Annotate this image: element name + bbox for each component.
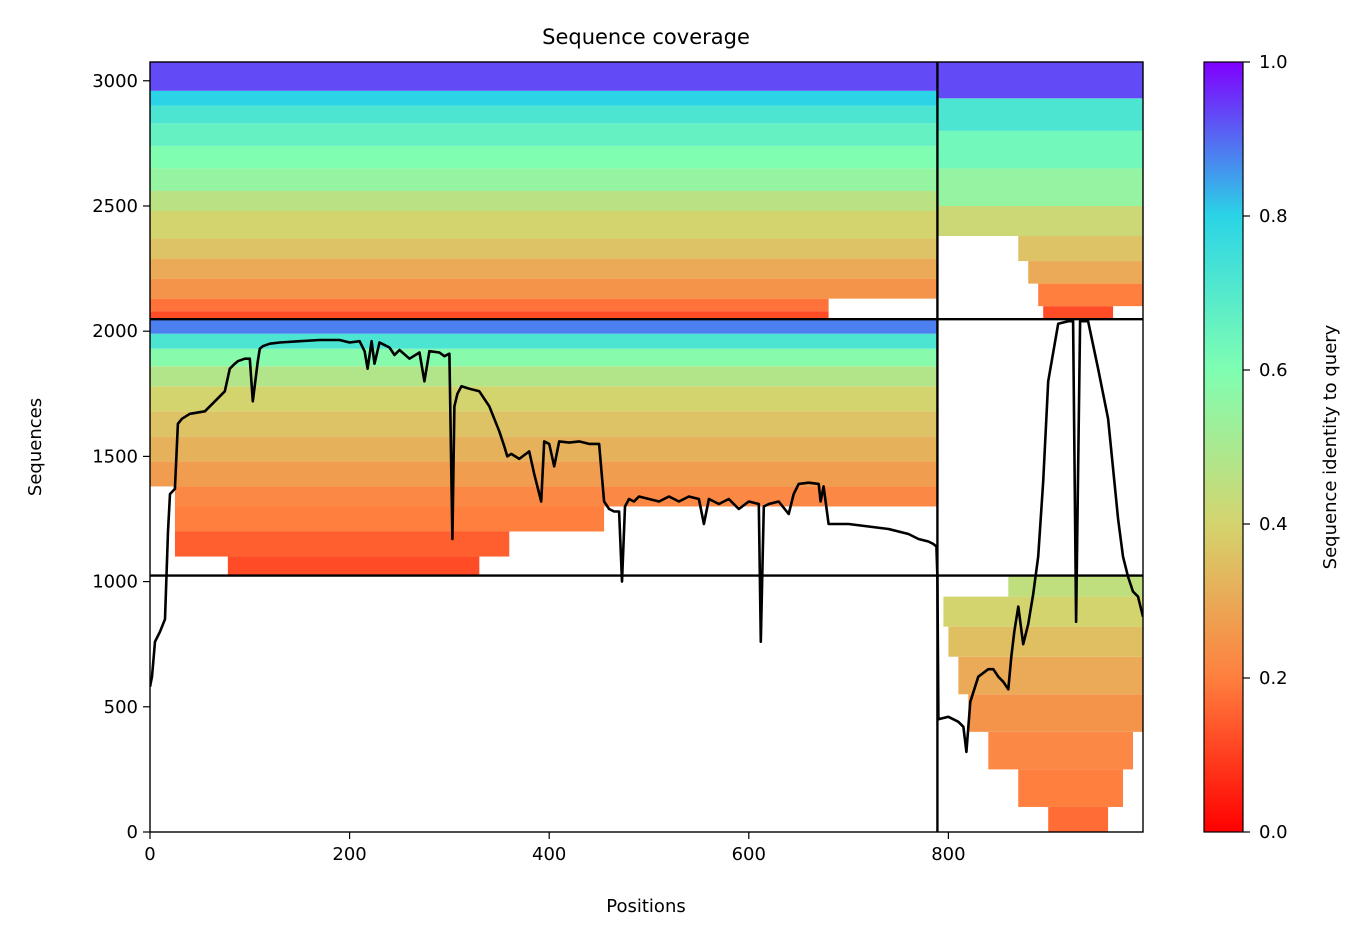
identity-band xyxy=(150,366,938,387)
x-tick-label: 600 xyxy=(732,844,766,865)
identity-heatmap xyxy=(150,62,1143,832)
y-tick-label: 0 xyxy=(127,822,138,843)
y-tick-label: 1500 xyxy=(92,446,138,467)
colorbar-tick-label: 1.0 xyxy=(1259,52,1288,73)
identity-band xyxy=(937,62,1143,99)
plot-frame xyxy=(149,61,1144,833)
identity-band xyxy=(150,333,938,349)
identity-band xyxy=(150,386,938,412)
identity-band xyxy=(227,556,480,576)
colorbar-ticks: 0.0 0.2 0.4 0.6 0.8 1.0 xyxy=(1243,52,1288,843)
identity-band xyxy=(150,348,938,367)
identity-band xyxy=(150,319,938,334)
identity-band xyxy=(1018,769,1124,807)
colorbar-tick-label: 0.6 xyxy=(1259,360,1288,381)
x-axis-label: Positions xyxy=(606,896,685,917)
x-tick-label: 400 xyxy=(532,844,566,865)
coverage-line-layer xyxy=(150,319,1143,754)
identity-band xyxy=(968,694,1143,732)
identity-band xyxy=(150,411,938,437)
identity-band xyxy=(943,596,1143,627)
y-axis-label: Sequences xyxy=(25,398,46,496)
identity-band xyxy=(150,278,938,299)
coverage-line xyxy=(150,319,1143,754)
identity-band xyxy=(150,298,829,312)
identity-band xyxy=(150,210,938,239)
y-tick-label: 1000 xyxy=(92,572,138,593)
colorbar-tick-label: 0.0 xyxy=(1259,822,1288,843)
x-tick-label: 200 xyxy=(332,844,366,865)
identity-band xyxy=(150,238,938,259)
identity-band xyxy=(958,656,1143,695)
identity-band xyxy=(150,145,938,169)
y-tick-label: 2000 xyxy=(92,321,138,342)
identity-band xyxy=(150,311,829,320)
identity-band xyxy=(150,105,938,124)
identity-band xyxy=(1038,283,1143,307)
colorbar-tick-label: 0.2 xyxy=(1259,668,1288,689)
x-tick-label: 800 xyxy=(931,844,965,865)
identity-band xyxy=(150,190,938,211)
y-tick-label: 2500 xyxy=(92,196,138,217)
identity-band xyxy=(174,506,605,532)
colorbar-tick-label: 0.4 xyxy=(1259,514,1288,535)
identity-band xyxy=(150,168,938,191)
x-tick-label: 0 xyxy=(144,844,155,865)
identity-band xyxy=(937,130,1143,169)
x-axis-ticks: 0 200 400 600 800 xyxy=(144,832,966,865)
identity-band xyxy=(150,62,938,91)
identity-band xyxy=(150,258,938,279)
colorbar xyxy=(1203,61,1244,833)
y-tick-label: 3000 xyxy=(92,71,138,92)
identity-band xyxy=(937,98,1143,131)
identity-band xyxy=(150,90,938,106)
identity-band xyxy=(150,123,938,146)
identity-band xyxy=(937,205,1143,237)
identity-band xyxy=(1018,236,1143,262)
colorbar-label: Sequence identity to query xyxy=(1320,324,1341,569)
identity-band xyxy=(988,731,1134,770)
identity-band xyxy=(1048,806,1109,832)
y-tick-label: 500 xyxy=(104,697,138,718)
identity-band xyxy=(1043,306,1114,320)
identity-band xyxy=(1028,261,1143,284)
identity-band xyxy=(937,168,1143,206)
identity-band xyxy=(174,531,510,557)
colorbar-tick-label: 0.8 xyxy=(1259,206,1288,227)
identity-band xyxy=(948,626,1143,657)
y-axis-ticks: 0 500 1000 1500 2000 2500 3000 xyxy=(92,71,150,843)
chart-title: Sequence coverage xyxy=(542,25,750,49)
